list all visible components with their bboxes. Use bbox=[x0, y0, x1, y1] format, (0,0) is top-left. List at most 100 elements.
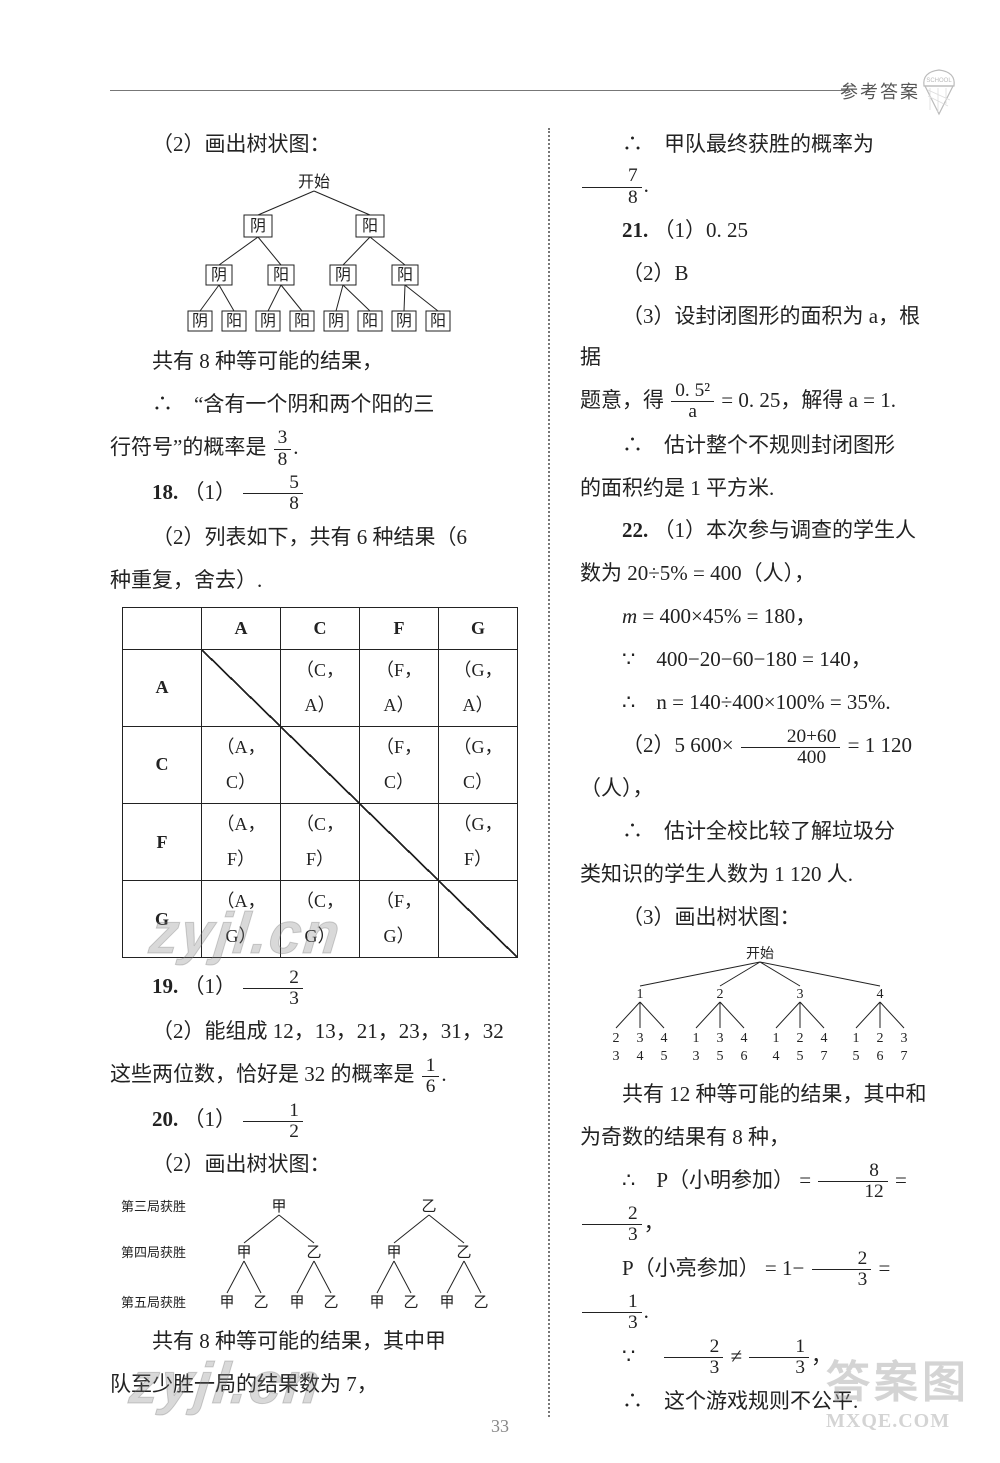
q20-p2-intro: （2）画出树状图： bbox=[110, 1144, 518, 1185]
svg-text:3: 3 bbox=[797, 987, 804, 1002]
svg-text:乙: 乙 bbox=[253, 1295, 268, 1311]
q21-p3-l2: 题意，得 0. 5²a = 0. 25，解得 a = 1. bbox=[580, 380, 940, 423]
svg-text:阴: 阴 bbox=[250, 217, 266, 235]
q22-eq2-f1: 23 bbox=[812, 1249, 872, 1291]
svg-text:甲: 甲 bbox=[386, 1245, 401, 1261]
th: C bbox=[281, 607, 360, 649]
q17-result: 共有 8 种等可能的结果， bbox=[110, 341, 518, 382]
page-number: 33 bbox=[0, 1416, 1000, 1437]
td: （G，A） bbox=[439, 649, 518, 726]
left-column: （2）画出树状图： 开始 阴 阳 阴 阳 阴 阳 bbox=[110, 122, 528, 1423]
td: （A，F） bbox=[202, 804, 281, 881]
content-columns: （2）画出树状图： 开始 阴 阳 阴 阳 阴 阳 bbox=[110, 122, 940, 1423]
header-rule bbox=[110, 90, 850, 91]
table-row: F （A，F） （C，F） （G，F） bbox=[123, 804, 518, 881]
q17-p2-intro: （2）画出树状图： bbox=[110, 124, 518, 165]
svg-text:7: 7 bbox=[821, 1049, 828, 1064]
svg-text:4: 4 bbox=[773, 1049, 780, 1064]
td: （C，F） bbox=[281, 804, 360, 881]
q20-cont-frac: 78 bbox=[582, 166, 642, 208]
q20-label: 20. bbox=[152, 1107, 178, 1131]
svg-text:阴: 阴 bbox=[260, 312, 276, 330]
q22-p2-l2: ∴ 估计全校比较了解垃圾分 bbox=[580, 811, 940, 852]
q21-p1-text: （1）0. 25 bbox=[654, 218, 749, 242]
th: C bbox=[123, 726, 202, 803]
q20-p1-prefix: （1） bbox=[184, 1107, 237, 1131]
svg-text:开始: 开始 bbox=[298, 173, 330, 191]
q17-tree-diagram: 开始 阴 阳 阴 阳 阴 阳 阴 bbox=[164, 169, 464, 339]
q18-label: 18. bbox=[152, 480, 178, 504]
q20-tree-diagram: 第三局获胜 第四局获胜 第五局获胜 甲 乙 甲 乙 甲 乙 甲 乙 甲 乙 甲 bbox=[119, 1189, 509, 1319]
td: （A，C） bbox=[202, 726, 281, 803]
q22-p1-l2: 数为 20÷5% = 400（人）， bbox=[580, 553, 940, 594]
q22-p1-l1: 22. （1）本次参与调查的学生人 bbox=[580, 510, 940, 551]
svg-text:1: 1 bbox=[773, 1031, 780, 1046]
th bbox=[123, 607, 202, 649]
q19-p2-l2: 这些两位数，恰好是 32 的概率是 16. bbox=[110, 1054, 518, 1097]
svg-text:甲: 甲 bbox=[271, 1199, 286, 1215]
q19-p2-frac: 16 bbox=[422, 1056, 440, 1098]
q17-therefore-1: ∴ “含有一个阴和两个阳的三 bbox=[110, 384, 518, 425]
td: （A，G） bbox=[202, 881, 281, 958]
q21-p3-l2-pre: 题意，得 bbox=[580, 388, 664, 412]
th: F bbox=[360, 607, 439, 649]
q19-line: 19. （1） 23 bbox=[110, 966, 518, 1009]
svg-text:阴: 阴 bbox=[328, 312, 344, 330]
td bbox=[202, 649, 281, 726]
svg-text:4: 4 bbox=[741, 1031, 748, 1046]
svg-text:6: 6 bbox=[741, 1049, 748, 1064]
q22-p3-l1: 共有 12 种等可能的结果，其中和 bbox=[580, 1074, 940, 1115]
q22-eq2-suf: . bbox=[644, 1299, 649, 1323]
q22-neq-f2: 13 bbox=[749, 1337, 809, 1379]
q19-label: 19. bbox=[152, 974, 178, 998]
svg-text:3: 3 bbox=[901, 1031, 908, 1046]
q22-neq-mid: ≠ bbox=[731, 1344, 748, 1368]
svg-text:乙: 乙 bbox=[421, 1199, 436, 1215]
td: （C，G） bbox=[281, 881, 360, 958]
th: A bbox=[202, 607, 281, 649]
svg-text:乙: 乙 bbox=[403, 1295, 418, 1311]
q22-p1-l4: ∵ 400−20−60−180 = 140， bbox=[580, 639, 940, 680]
q22-neq-f1: 23 bbox=[664, 1337, 724, 1379]
q21-label: 21. bbox=[622, 218, 648, 242]
q22-p1-l5: ∴ n = 140÷400×100% = 35%. bbox=[580, 682, 940, 723]
svg-text:5: 5 bbox=[797, 1049, 804, 1064]
q22-eq2-mid: = bbox=[879, 1256, 891, 1280]
th: G bbox=[123, 881, 202, 958]
svg-text:阳: 阳 bbox=[294, 312, 310, 330]
q20-cont-period: . bbox=[644, 173, 649, 197]
q21-p3-l3: ∴ 估计整个不规则封闭图形 bbox=[580, 425, 940, 466]
q22-eq2-pre: P（小亮参加） = 1− bbox=[622, 1256, 804, 1280]
svg-text:3: 3 bbox=[613, 1049, 620, 1064]
svg-text:4: 4 bbox=[877, 987, 884, 1002]
td bbox=[360, 804, 439, 881]
svg-text:阳: 阳 bbox=[273, 266, 289, 284]
svg-text:阳: 阳 bbox=[226, 312, 242, 330]
svg-text:5: 5 bbox=[717, 1049, 724, 1064]
q22-p3-l2: 为奇数的结果有 8 种， bbox=[580, 1117, 940, 1158]
q18-table: A C F G A （C，A） （F，A） （G，A） C （A，C） （F，C… bbox=[122, 607, 518, 959]
q22-eq2-f2: 13 bbox=[582, 1292, 642, 1334]
svg-text:阴: 阴 bbox=[396, 312, 412, 330]
q21-p3-frac: 0. 5²a bbox=[671, 381, 714, 423]
q22-p2-pre: （2）5 600× bbox=[622, 733, 734, 757]
svg-text:6: 6 bbox=[877, 1049, 884, 1064]
svg-text:1: 1 bbox=[853, 1031, 860, 1046]
q22-p2-frac: 20+60400 bbox=[741, 727, 841, 769]
q22-p3-intro: （3）画出树状图： bbox=[580, 897, 940, 938]
q22-conclude: ∴ 这个游戏规则不公平. bbox=[580, 1381, 940, 1422]
svg-text:2: 2 bbox=[613, 1031, 620, 1046]
td: （G，F） bbox=[439, 804, 518, 881]
td: （F，G） bbox=[360, 881, 439, 958]
q20-line: 20. （1） 12 bbox=[110, 1099, 518, 1142]
svg-text:阴: 阴 bbox=[192, 312, 208, 330]
q19-p1-frac: 23 bbox=[243, 968, 303, 1010]
q18-p1-prefix: （1） bbox=[184, 480, 237, 504]
q19-p2-l2-text: 这些两位数，恰好是 32 的概率是 bbox=[110, 1062, 415, 1086]
svg-text:阴: 阴 bbox=[211, 266, 227, 284]
svg-text:2: 2 bbox=[877, 1031, 884, 1046]
svg-text:甲: 甲 bbox=[236, 1245, 251, 1261]
q19-p1-prefix: （1） bbox=[184, 974, 237, 998]
td bbox=[281, 726, 360, 803]
table-row: G （A，G） （C，G） （F，G） bbox=[123, 881, 518, 958]
